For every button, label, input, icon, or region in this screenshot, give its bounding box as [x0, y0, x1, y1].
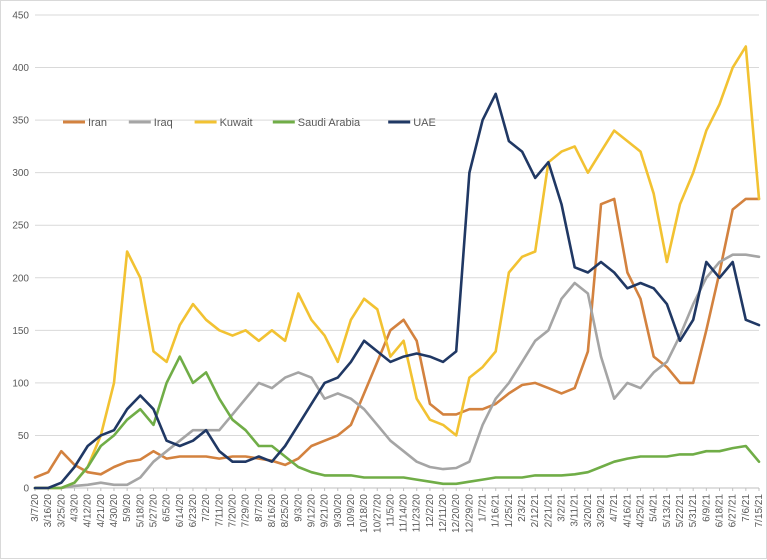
x-tick-label: 5/18/20 [135, 494, 146, 528]
x-tick-label: 7/20/20 [227, 494, 238, 528]
x-tick-label: 4/3/20 [69, 494, 80, 522]
y-axis: 0 50 100 150 200 250 300 350 400 450 [12, 11, 29, 495]
x-tick-label: 4/21/20 [96, 494, 107, 528]
x-tick-label: 9/3/20 [293, 494, 304, 522]
y-tick-label: 0 [23, 484, 29, 495]
x-tick-label: 5/22/21 [675, 494, 686, 528]
x-tick-label: 2/21/21 [543, 494, 554, 528]
x-tick-label: 3/11/21 [570, 494, 581, 527]
y-tick-label: 450 [12, 11, 29, 22]
series-line-kuwait [33, 45, 761, 490]
x-tick-label: 5/13/21 [662, 494, 673, 528]
legend-label-iran: Iran [88, 117, 107, 129]
x-tick-label: 6/18/21 [715, 494, 726, 528]
x-tick-label: 12/29/20 [464, 494, 475, 533]
x-tick-label: 6/5/20 [162, 494, 173, 522]
legend-label-uae: UAE [413, 117, 436, 129]
y-tick-label: 150 [12, 326, 29, 337]
x-tick-label: 4/16/21 [622, 494, 633, 528]
x-tick-label: 2/3/21 [517, 494, 528, 522]
x-tick-label: 11/23/20 [412, 494, 423, 533]
x-tick-label: 7/11/20 [214, 494, 225, 527]
x-tick-label: 7/2/20 [201, 494, 212, 522]
x-tick-label: 2/12/21 [530, 494, 541, 528]
x-tick-label: 11/5/20 [385, 494, 396, 527]
x-tick-label: 3/16/20 [43, 494, 54, 528]
legend-label-saudi-arabia: Saudi Arabia [298, 117, 361, 129]
x-tick-label: 4/7/21 [609, 494, 620, 522]
x-tick-label: 1/25/21 [504, 494, 515, 528]
x-tick-label: 5/9/20 [122, 494, 133, 522]
x-tick-label: 3/2/21 [557, 494, 568, 522]
x-tick-label: 5/4/21 [649, 494, 660, 522]
x-tick-label: 8/16/20 [267, 494, 278, 528]
x-tick-label: 3/7/20 [30, 494, 41, 522]
y-tick-label: 400 [12, 63, 29, 74]
x-tick-label: 4/12/20 [83, 494, 94, 528]
legend: Iran Iraq Kuwait Saudi Arabia UAE [63, 117, 436, 129]
x-tick-label: 8/7/20 [254, 494, 265, 522]
x-tick-label: 1/7/21 [478, 494, 489, 522]
legend-label-iraq: Iraq [154, 117, 173, 129]
x-tick-label: 3/25/20 [56, 494, 67, 528]
x-tick-label: 12/20/20 [451, 494, 462, 533]
x-tick-label: 7/29/20 [241, 494, 252, 528]
series-line-iran [33, 197, 761, 479]
x-tick-label: 7/15/21 [754, 494, 765, 528]
y-tick-label: 100 [12, 378, 29, 389]
y-tick-label: 300 [12, 168, 29, 179]
x-tick-label: 6/27/21 [728, 494, 739, 528]
y-tick-label: 200 [12, 273, 29, 284]
x-tick-label: 6/14/20 [175, 494, 186, 528]
y-tick-label: 250 [12, 221, 29, 232]
x-tick-label: 10/27/20 [372, 494, 383, 533]
series-line-iraq [33, 253, 761, 490]
x-tick-label: 4/25/21 [636, 494, 647, 528]
x-tick-label: 3/20/21 [583, 494, 594, 528]
y-tick-label: 50 [18, 431, 30, 442]
series-lines [33, 45, 761, 490]
x-tick-label: 10/9/20 [346, 494, 357, 528]
y-tick-label: 350 [12, 116, 29, 127]
x-tick-label: 5/31/21 [688, 494, 699, 528]
x-tick-label: 9/21/20 [320, 494, 331, 528]
gridlines [35, 14, 759, 489]
x-tick-label: 3/29/21 [596, 494, 607, 528]
x-tick-label: 9/12/20 [306, 494, 317, 528]
x-tick-label: 12/11/20 [438, 494, 449, 533]
x-tick-label: 5/27/20 [148, 494, 159, 528]
x-tick-label: 10/18/20 [359, 494, 370, 533]
x-tick-label: 4/30/20 [109, 494, 120, 528]
x-axis: 3/7/20 3/16/20 3/25/20 4/3/20 4/12/20 4/21/20… [30, 488, 765, 533]
x-tick-label: 9/30/20 [333, 494, 344, 528]
x-tick-label: 12/2/20 [425, 494, 436, 528]
x-tick-label: 7/6/21 [741, 494, 752, 522]
series-line-uae [33, 92, 761, 490]
x-tick-label: 11/14/20 [399, 494, 410, 533]
x-tick-label: 6/9/21 [701, 494, 712, 522]
x-tick-label: 8/25/20 [280, 494, 291, 528]
x-tick-label: 1/16/21 [491, 494, 502, 528]
series-line-saudi-arabia [33, 355, 761, 490]
legend-label-kuwait: Kuwait [220, 117, 253, 129]
x-tick-label: 6/23/20 [188, 494, 199, 528]
